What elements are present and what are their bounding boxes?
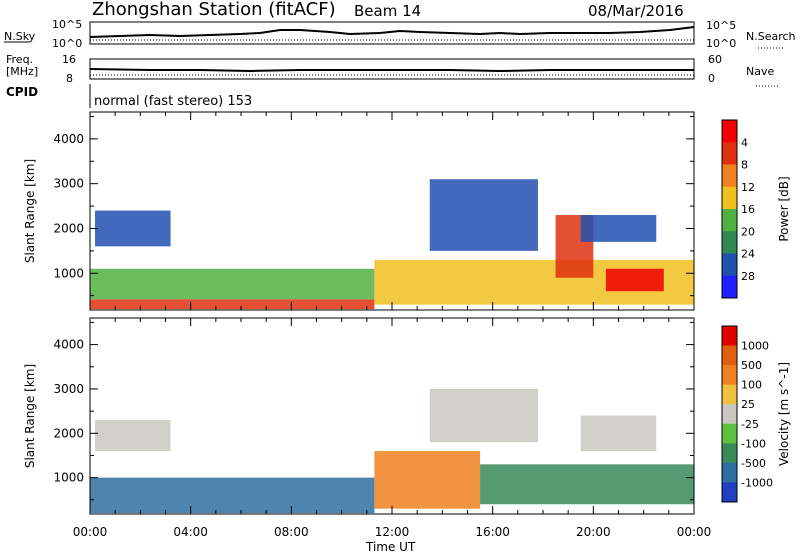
date-label: 08/Mar/2016	[588, 2, 684, 20]
velocity-region-5	[580, 415, 657, 452]
freq-tick-bottom: 8	[66, 72, 73, 85]
velocity-ytick-label-1: 2000	[53, 426, 84, 440]
noise-panel: N.Sky 10^5 10^0 10^5 10^0 N.Search	[4, 18, 796, 50]
velocity-colorbar-segment-7	[722, 462, 737, 483]
noise-search-label: N.Search	[746, 30, 796, 43]
velocity-panel: 1000 2000 3000 4000 Slant Range [km] 1000 500 1…	[23, 317, 791, 515]
power-colorbar-label-1: 8	[741, 159, 748, 172]
power-colorbar-label-3: 16	[741, 203, 755, 216]
freq-tick-top: 16	[62, 53, 76, 66]
velocity-region-2	[374, 451, 481, 509]
time-axis: 00:00 04:00 08:00 12:00 16:00 20:00 00:00	[73, 525, 712, 539]
power-colorbar-label-5: 24	[741, 248, 755, 261]
power-colorbar-frame	[721, 119, 738, 299]
power-region-0	[90, 299, 375, 310]
velocity-colorbar-label-3: 25	[741, 398, 755, 411]
power-region-1	[90, 268, 375, 300]
power-colorbar-segment-5	[722, 231, 737, 254]
velocity-colorbar-label-2: 100	[741, 379, 762, 392]
velocity-ytick-label-2: 3000	[53, 382, 84, 396]
noise-sky-trace	[89, 26, 695, 38]
velocity-colorbar-segment-5	[722, 423, 737, 444]
velocity-colorbar-segment-2	[722, 365, 737, 386]
velocity-region-4	[429, 388, 538, 443]
power-region-2	[95, 210, 171, 247]
noise-tick-top-left: 10^5	[52, 18, 82, 31]
velocity-colorbar-label-7: -1000	[741, 476, 773, 489]
noise-tick-top-right: 10^5	[706, 19, 736, 32]
power-colorbar-segment-2	[722, 164, 737, 188]
power-ytick-label-1: 2000	[53, 221, 84, 235]
velocity-region-1	[95, 419, 171, 452]
velocity-ylabel: Slant Range [km]	[23, 364, 37, 468]
power-colorbar-label-6: 28	[741, 270, 755, 283]
velocity-ytick-label-0: 1000	[53, 471, 84, 485]
cpid-mode: normal (fast stereo) 153	[94, 94, 252, 109]
noise-sky-label: N.Sky	[4, 30, 36, 43]
velocity-region-3	[480, 464, 694, 505]
velocity-colorbar-segment-8	[722, 482, 737, 503]
freq-trace	[89, 68, 694, 73]
velocity-colorbar-segment-0	[722, 326, 737, 347]
velocity-ytick-label-3: 4000	[53, 338, 84, 352]
power-colorbar-segment-1	[722, 142, 737, 165]
power-region-7	[580, 215, 657, 242]
power-colorbar-label-2: 12	[741, 181, 755, 194]
power-colorbar-label-4: 20	[741, 225, 755, 238]
velocity-colorbar-label-5: -100	[741, 437, 766, 450]
power-ytick-label-0: 1000	[53, 266, 84, 280]
velocity-colorbar-label-0: 1000	[741, 340, 769, 353]
x-axis-title: Time UT	[365, 540, 416, 554]
noise-tick-bottom-left: 10^0	[52, 37, 82, 50]
frequency-panel: Freq. [MHz] 16 8 60 0 Nave	[6, 53, 780, 87]
power-colorbar-label-0: 4	[741, 136, 748, 149]
power-colorbar-segment-4	[722, 209, 737, 232]
station-title: Zhongshan Station (fitACF)	[92, 0, 336, 20]
freq-label: Freq.	[6, 53, 33, 66]
nave-tick-top: 60	[708, 53, 722, 66]
velocity-colorbar-label-4: -25	[741, 418, 759, 431]
velocity-colorbar-label-6: -500	[741, 457, 766, 470]
freq-unit-label: [MHz]	[6, 65, 38, 78]
beam-label: Beam 14	[354, 2, 421, 20]
velocity-colorbar-title: Velocity [m s^-1]	[777, 362, 791, 466]
power-colorbar-segment-3	[722, 186, 737, 210]
power-ytick-label-2: 3000	[53, 177, 84, 191]
time-axis-label-6: 00:00	[677, 525, 712, 539]
time-axis-label-1: 04:00	[173, 525, 208, 539]
cpid-label: CPID	[6, 85, 38, 99]
velocity-colorbar-label-1: 500	[741, 359, 762, 372]
velocity-colorbar-segment-3	[722, 384, 737, 405]
time-axis-label-5: 20:00	[576, 525, 611, 539]
power-region-6	[605, 268, 664, 292]
power-ytick-label-3: 4000	[53, 132, 84, 146]
velocity-colorbar-segment-1	[722, 345, 737, 366]
noise-tick-bottom-right: 10^0	[706, 37, 736, 50]
time-axis-label-2: 08:00	[274, 525, 309, 539]
time-axis-label-4: 16:00	[475, 525, 510, 539]
power-panel: 1000 2000 3000 4000 Slant Range [km] 4 8 12 16 20…	[23, 111, 791, 311]
power-region-4	[429, 179, 538, 251]
power-colorbar-segment-7	[722, 275, 737, 299]
velocity-region-0	[90, 477, 375, 514]
power-ylabel: Slant Range [km]	[23, 159, 37, 263]
time-axis-label-3: 12:00	[375, 525, 410, 539]
power-colorbar-title: Power [dB]	[777, 176, 791, 241]
nave-tick-bottom: 0	[708, 72, 715, 85]
nave-label: Nave	[746, 65, 774, 78]
power-colorbar-segment-0	[722, 120, 737, 143]
velocity-colorbar-frame	[721, 325, 738, 503]
power-colorbar-segment-6	[722, 253, 737, 277]
velocity-colorbar-segment-4	[722, 404, 737, 425]
time-axis-label-0: 00:00	[73, 525, 108, 539]
velocity-colorbar-segment-6	[722, 443, 737, 464]
